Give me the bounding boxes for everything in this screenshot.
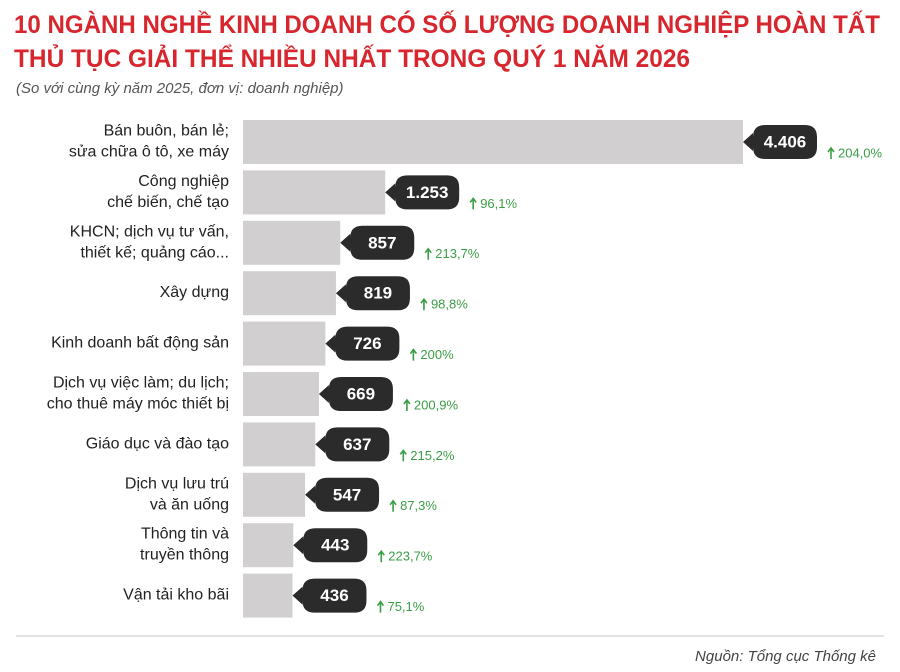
bar: [243, 271, 336, 316]
bar: [243, 573, 293, 618]
value-bubble: [305, 477, 380, 512]
growth-label: 223,7%: [388, 549, 433, 564]
value-label: 436: [320, 586, 348, 605]
chart-subtitle: (So với cùng kỳ năm 2025, đơn vị: doanh …: [16, 80, 344, 97]
category-label: Thông tin và truyền thông: [140, 526, 229, 564]
category-label: Kinh doanh bất động sản: [51, 335, 229, 352]
category-label: Giáo dục và đào tạo: [86, 436, 229, 453]
source: Nguồn: Tổng cục Thống kê: [695, 648, 876, 665]
bar: [243, 523, 294, 568]
value-bubble: [385, 175, 460, 210]
bar: [243, 321, 326, 366]
value-label: 669: [347, 384, 375, 403]
growth-arrow: [403, 398, 411, 411]
value-bubble: [292, 578, 367, 613]
growth-arrow: [420, 297, 428, 311]
category-label: KHCN; dịch vụ tư vấn, thiết kế; quảng cáo…: [70, 224, 229, 262]
growth-label: 204,0%: [838, 145, 883, 160]
growth-arrow: [469, 197, 477, 210]
growth-label: 98,8%: [431, 297, 468, 312]
value-bubble: [315, 427, 390, 462]
category-label: Dịch vụ lưu trú và ăn uống: [125, 476, 229, 514]
value-label: 857: [368, 233, 396, 252]
growth-arrow: [399, 449, 407, 462]
growth-label: 75,1%: [387, 599, 424, 614]
bar: [243, 220, 341, 265]
value-label: 1.253: [406, 183, 449, 202]
growth-label: 200,9%: [414, 397, 459, 412]
growth-arrow: [409, 348, 418, 361]
value-label: 637: [343, 435, 371, 454]
growth-arrow: [389, 499, 397, 512]
growth-arrow: [376, 600, 385, 613]
category-label: Bán buôn, bán lẻ; sửa chữa ô tô, xe máy: [69, 123, 229, 161]
value-bubble: [340, 225, 415, 260]
growth-label: 200%: [420, 347, 454, 362]
bar: [243, 372, 319, 416]
growth-arrow: [377, 549, 385, 563]
growth-label: 96,1%: [480, 196, 517, 211]
category-label: Xây dựng: [160, 284, 229, 301]
chart-title: 10 NGÀNH NGHỀ KINH DOANH CÓ SỐ LƯỢNG DOA…: [14, 9, 880, 73]
growth-label: 213,7%: [435, 246, 480, 261]
value-bubble: [335, 276, 410, 311]
growth-arrow: [424, 247, 432, 260]
value-label: 819: [364, 284, 392, 303]
value-label: 547: [333, 485, 361, 504]
bar: [243, 422, 316, 467]
value-label: 443: [321, 536, 349, 555]
value-label: 4.406: [764, 132, 807, 151]
value-bubble: [318, 377, 393, 411]
category-label: Dịch vụ việc làm; du lịch; cho thuê máy m…: [47, 375, 229, 413]
category-label: Công nghiệp chế biến, chế tạo: [107, 173, 229, 211]
value-label: 726: [353, 334, 381, 353]
bar: [243, 170, 386, 215]
value-bubble: [743, 125, 817, 159]
value-bubble: [293, 528, 368, 563]
category-label: Vận tải kho bãi: [123, 587, 229, 604]
bar: [243, 472, 306, 517]
value-bubble: [325, 326, 400, 361]
growth-arrow: [827, 146, 835, 159]
bar: [243, 120, 743, 164]
growth-label: 215,2%: [410, 448, 455, 463]
growth-label: 87,3%: [400, 498, 437, 513]
